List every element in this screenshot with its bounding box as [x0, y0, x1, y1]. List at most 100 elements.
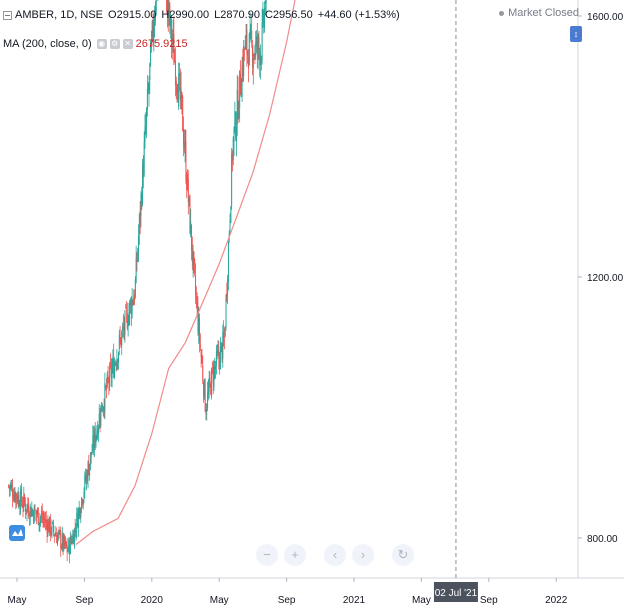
candle-body: [197, 306, 199, 333]
candle-body: [189, 195, 191, 234]
scroll-right-button[interactable]: ›: [352, 544, 374, 566]
candle-body: [235, 113, 237, 139]
candle-body: [258, 37, 260, 49]
candle-body: [28, 518, 30, 519]
candle-body: [16, 493, 18, 499]
candles-group: [8, 0, 267, 564]
candle-body: [223, 331, 225, 340]
candle-body: [42, 518, 44, 520]
candle-body: [81, 499, 83, 505]
candle-body: [87, 462, 89, 481]
low-value: 2870.90: [220, 9, 260, 21]
scale-toggle-icon[interactable]: ↕: [570, 26, 582, 42]
candle-body: [193, 251, 195, 262]
candle-body: [107, 375, 109, 380]
scroll-left-button[interactable]: ‹: [324, 544, 346, 566]
candle-body: [104, 382, 106, 412]
candle-body: [259, 50, 261, 66]
candle-body: [48, 517, 50, 533]
candle-body: [88, 462, 90, 475]
candle-body: [136, 260, 138, 263]
candle-body: [55, 535, 57, 537]
tradingview-logo-icon: [9, 525, 25, 541]
candle-body: [190, 222, 192, 236]
candle-body: [17, 494, 19, 503]
candle-body: [222, 332, 224, 359]
candle-body: [32, 511, 34, 512]
time-tick-label: 2022: [545, 595, 568, 606]
status-dot-icon: [499, 10, 505, 16]
candle-body: [78, 507, 80, 513]
candle-body: [79, 508, 81, 517]
candle-body: [239, 70, 241, 109]
candle-body: [141, 195, 143, 205]
candle-body: [92, 435, 94, 451]
candle-body: [265, 0, 267, 4]
candle-body: [152, 20, 154, 38]
candle-body: [89, 452, 91, 466]
candle-body: [209, 377, 211, 382]
high-label: H: [161, 9, 170, 21]
candle-body: [18, 496, 20, 507]
zoom-out-button[interactable]: −: [256, 544, 278, 566]
time-tick-label: Sep: [480, 595, 498, 606]
candle-body: [76, 512, 78, 530]
close-label: C: [264, 9, 273, 21]
candle-body: [26, 504, 28, 512]
candle-body: [207, 390, 209, 395]
candle-body: [182, 128, 184, 145]
candle-body: [256, 36, 258, 46]
candle-body: [249, 28, 251, 36]
candle-body: [106, 373, 108, 387]
candle-body: [250, 31, 252, 35]
candle-body: [239, 73, 241, 95]
candle-body: [217, 351, 219, 354]
candle-body: [251, 46, 253, 67]
close-icon[interactable]: ✕: [122, 39, 133, 49]
candle-body: [32, 511, 34, 522]
settings-icon[interactable]: ⚙: [109, 39, 120, 49]
candle-body: [93, 430, 95, 449]
candle-body: [114, 362, 116, 364]
candle-body: [122, 325, 124, 329]
open-label: O: [108, 9, 117, 21]
candle-body: [206, 410, 208, 412]
candle-body: [198, 318, 200, 335]
candle-body: [253, 52, 255, 56]
candle-body: [12, 488, 14, 498]
candle-body: [109, 365, 111, 388]
candle-body: [110, 364, 112, 377]
reset-chart-button[interactable]: ↻: [392, 544, 414, 566]
candle-body: [11, 485, 13, 487]
candle-body: [132, 301, 134, 304]
legend-collapse-icon[interactable]: [3, 10, 12, 20]
candle-body: [137, 250, 139, 260]
candle-body: [231, 153, 233, 207]
indicator-value: 2675.9215: [135, 38, 188, 50]
candle-body: [154, 7, 156, 21]
candle-body: [237, 90, 239, 121]
eye-icon[interactable]: ◉: [96, 39, 107, 49]
candle-body: [69, 536, 71, 554]
candle-body: [108, 380, 110, 384]
candle-body: [60, 531, 62, 549]
candle-body: [91, 452, 93, 455]
candle-body: [177, 95, 179, 103]
candle-body: [64, 535, 66, 546]
candle-body: [184, 143, 186, 148]
candle-body: [134, 279, 136, 297]
zoom-in-button[interactable]: +: [284, 544, 306, 566]
time-tick-label: May: [412, 595, 431, 606]
candle-body: [43, 516, 45, 520]
candle-body: [225, 295, 227, 327]
candle-body: [73, 528, 75, 547]
candle-body: [166, 0, 168, 12]
candle-body: [118, 352, 120, 363]
candle-body: [252, 58, 254, 69]
candle-body: [29, 505, 31, 517]
candle-body: [204, 381, 206, 412]
candle-body: [138, 214, 140, 235]
candle-body: [153, 27, 155, 43]
candle-body: [227, 242, 229, 283]
